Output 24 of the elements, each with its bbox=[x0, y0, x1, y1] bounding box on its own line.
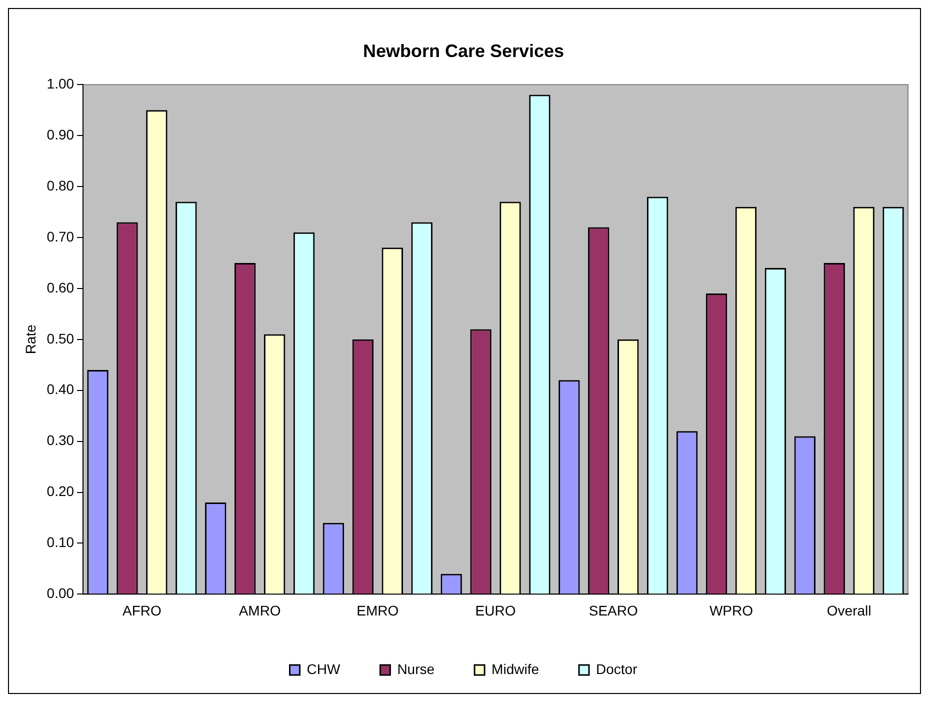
legend-label: Doctor bbox=[596, 660, 638, 677]
y-tick-label: 0.10 bbox=[46, 534, 74, 550]
y-tick-label: 0.80 bbox=[46, 177, 74, 194]
x-tick-label: EMRO bbox=[356, 602, 399, 618]
y-tick-label: 0.00 bbox=[46, 585, 74, 602]
y-axis-title: Rate bbox=[22, 324, 38, 354]
chart-title: Newborn Care Services bbox=[362, 40, 564, 61]
y-tick-label: 0.60 bbox=[46, 279, 74, 296]
x-tick-label: AFRO bbox=[122, 602, 162, 618]
x-tick-label: EURO bbox=[475, 602, 516, 618]
y-tick-label: 1.00 bbox=[46, 75, 74, 92]
y-tick-label: 0.70 bbox=[46, 228, 74, 244]
y-tick-label: 0.90 bbox=[46, 126, 74, 142]
legend-label: CHW bbox=[306, 660, 341, 677]
x-tick-label: SEARO bbox=[588, 602, 638, 618]
legend-label: Midwife bbox=[492, 660, 540, 677]
y-tick-label: 0.50 bbox=[46, 330, 74, 346]
x-tick-label: AMRO bbox=[238, 602, 281, 618]
x-tick-label: Overall bbox=[826, 602, 872, 618]
x-tick-label: WPRO bbox=[709, 602, 754, 618]
y-tick-label: 0.20 bbox=[46, 483, 74, 500]
y-tick-label: 0.30 bbox=[46, 432, 74, 448]
y-tick-label: 0.40 bbox=[46, 381, 74, 398]
legend-label: Nurse bbox=[397, 660, 435, 677]
